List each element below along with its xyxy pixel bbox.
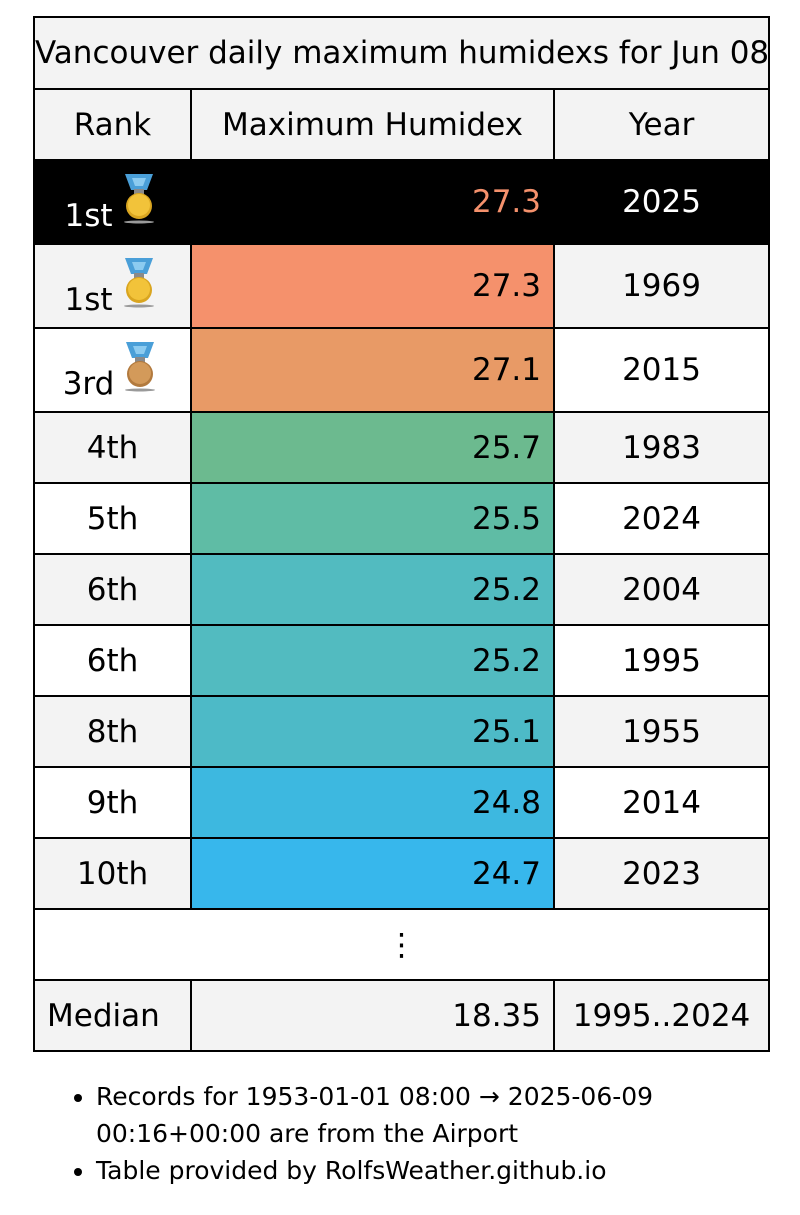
year-cell: 2004 [552, 553, 771, 626]
rank-cell: 6th [33, 553, 192, 626]
year-cell: 2015 [552, 327, 771, 413]
gold-medal-icon [117, 256, 161, 308]
humidex-value-cell: 25.1 [190, 695, 555, 768]
median-range: 1995..2024 [552, 979, 771, 1052]
table-row: 1st 27.3 1969 [33, 243, 771, 329]
bronze-medal-icon [118, 340, 162, 392]
note-source: Records for 1953-01-01 08:00 → 2025-06-0… [96, 1078, 800, 1152]
humidex-value-cell: 25.2 [190, 553, 555, 626]
table-row: 3rd 27.1 2015 [33, 327, 771, 413]
year-cell: 1983 [552, 411, 771, 484]
humidex-value-cell: 27.1 [190, 327, 555, 413]
humidex-value-cell: 24.8 [190, 766, 555, 839]
year-cell: 1955 [552, 695, 771, 768]
rank-cell: 1st [33, 243, 192, 329]
records-table: Vancouver daily maximum humidexs for Jun… [32, 16, 771, 1052]
rank-cell: 9th [33, 766, 192, 839]
table-row: 4th 25.7 1983 [33, 411, 771, 484]
humidex-value-cell: 25.7 [190, 411, 555, 484]
humidex-value-cell: 27.3 [190, 243, 555, 329]
rank-cell: 8th [33, 695, 192, 768]
rank-cell: 5th [33, 482, 192, 555]
table-row: 5th 25.5 2024 [33, 482, 771, 555]
rank-label: 1st [64, 282, 113, 318]
year-cell: 2024 [552, 482, 771, 555]
table-row: 10th 24.7 2023 [33, 837, 771, 910]
median-value: 18.35 [190, 979, 555, 1052]
year-cell: 2014 [552, 766, 771, 839]
header-row: Rank Maximum Humidex Year [33, 88, 771, 161]
humidex-value-cell: 27.3 [190, 159, 555, 245]
year-cell: 2023 [552, 837, 771, 910]
table-row: 8th 25.1 1955 [33, 695, 771, 768]
table-title: Vancouver daily maximum humidexs for Jun… [32, 16, 771, 90]
year-cell: 1995 [552, 624, 771, 697]
notes-list: Records for 1953-01-01 08:00 → 2025-06-0… [52, 1078, 800, 1189]
humidex-value-cell: 24.7 [190, 837, 555, 910]
ellipsis: ⋮ [32, 908, 771, 981]
rank-label: 1st [64, 198, 113, 234]
median-row: Median 18.35 1995..2024 [33, 979, 771, 1052]
rank-cell: 10th [33, 837, 192, 910]
table-row: 9th 24.8 2014 [33, 766, 771, 839]
rank-cell: 3rd [33, 327, 192, 413]
rank-cell: 4th [33, 411, 192, 484]
header-year: Year [552, 88, 771, 161]
table-row: 6th 25.2 1995 [33, 624, 771, 697]
year-cell: 2025 [552, 159, 771, 245]
header-value: Maximum Humidex [190, 88, 555, 161]
humidex-value-cell: 25.2 [190, 624, 555, 697]
humidex-value-cell: 25.5 [190, 482, 555, 555]
ellipsis-row: ⋮ [32, 908, 771, 981]
rank-with-medal: 1st [64, 258, 160, 318]
rank-with-medal: 3rd [63, 342, 163, 402]
header-rank: Rank [33, 88, 192, 161]
median-label: Median [33, 979, 192, 1052]
gold-medal-icon [117, 172, 161, 224]
note-credit: Table provided by RolfsWeather.github.io [96, 1152, 800, 1189]
table-row-current: 1st 27.3 2025 [33, 159, 771, 245]
rank-cell: 6th [33, 624, 192, 697]
year-cell: 1969 [552, 243, 771, 329]
rank-label: 3rd [62, 366, 115, 402]
rank-cell: 1st [33, 159, 192, 245]
rank-with-medal: 1st [64, 174, 160, 234]
table-row: 6th 25.2 2004 [33, 553, 771, 626]
